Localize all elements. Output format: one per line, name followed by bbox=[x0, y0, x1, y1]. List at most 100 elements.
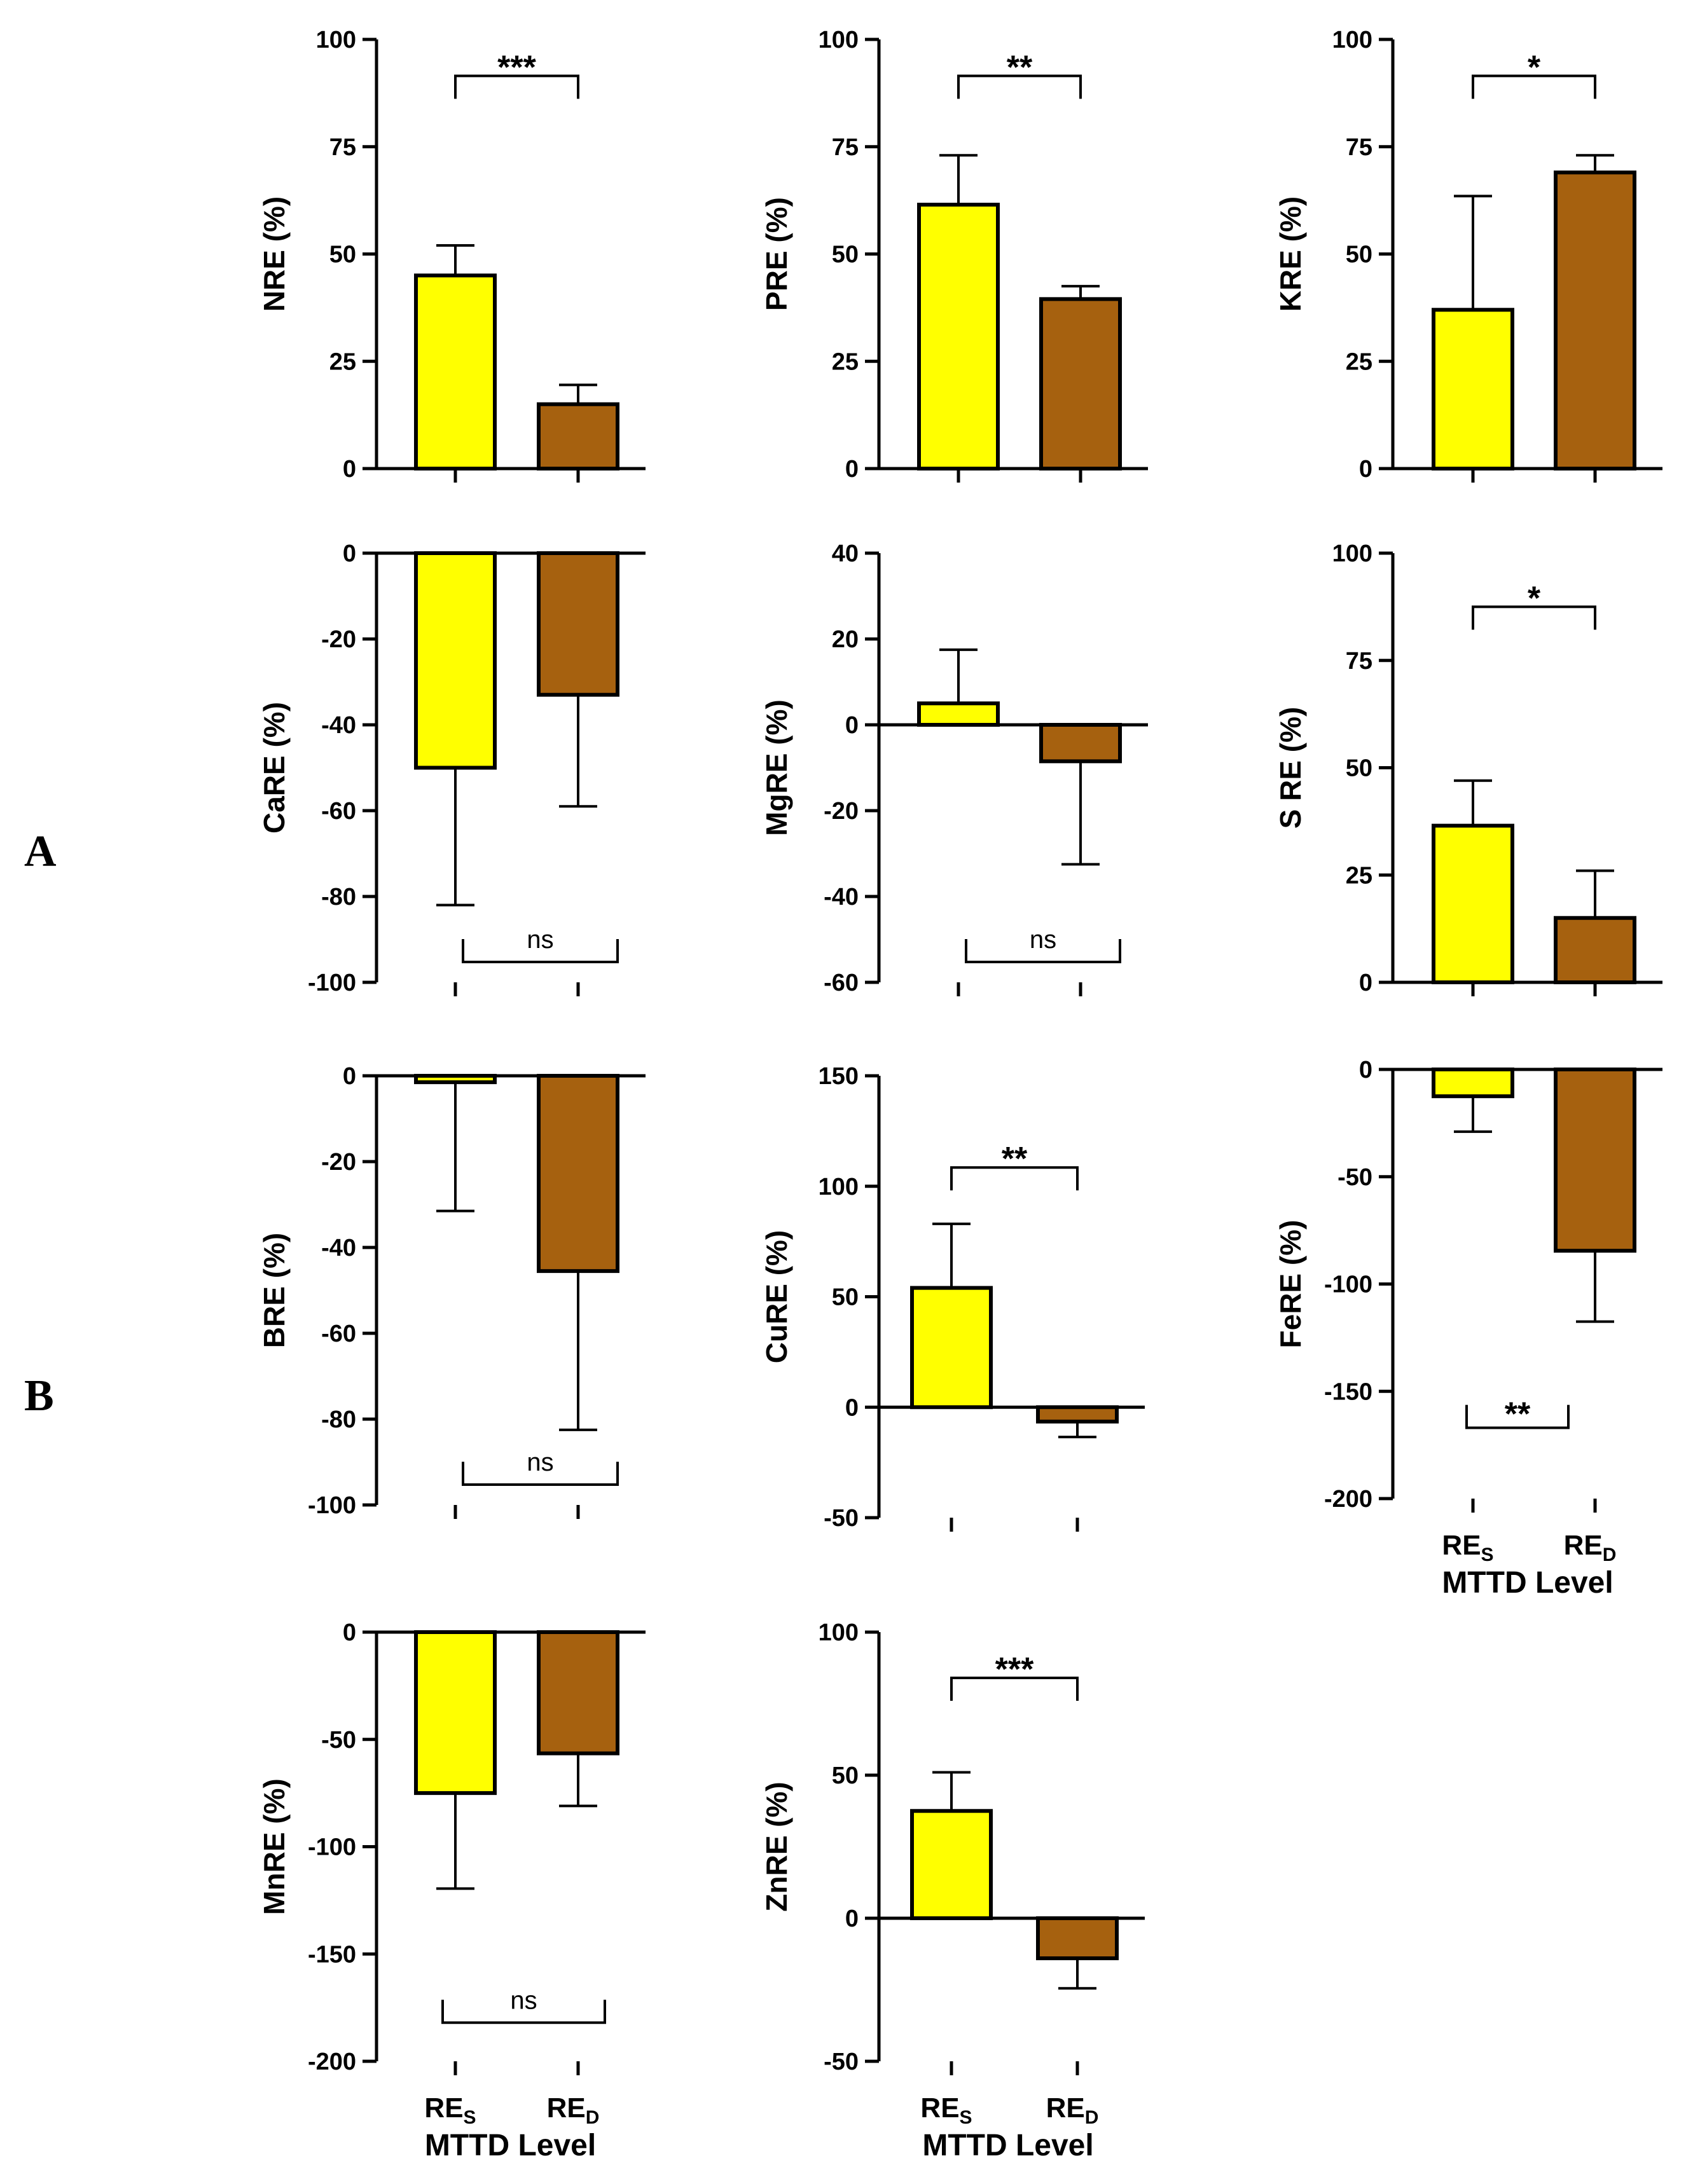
y-axis-label: MgRE (%) bbox=[760, 699, 793, 836]
y-tick-label: -150 bbox=[308, 1941, 356, 1968]
y-axis-label: S RE (%) bbox=[1274, 707, 1307, 829]
y-tick-label: -80 bbox=[321, 1406, 356, 1433]
bar-red bbox=[537, 1630, 619, 1755]
y-tick-label: -60 bbox=[824, 970, 859, 996]
y-tick-label: -80 bbox=[321, 884, 356, 910]
significance-bracket: * bbox=[1472, 580, 1596, 630]
bar-red bbox=[1554, 1068, 1636, 1253]
y-tick-label: -60 bbox=[321, 1321, 356, 1347]
y-tick-label: 100 bbox=[819, 1174, 859, 1200]
y-tick-label: 0 bbox=[845, 1906, 859, 1932]
significance-bracket: *** bbox=[950, 1651, 1079, 1701]
y-tick-label: 75 bbox=[329, 134, 356, 161]
y-tick-label: -200 bbox=[308, 2049, 356, 2075]
y-tick-label: 100 bbox=[1332, 540, 1372, 567]
y-tick-label: 0 bbox=[1359, 456, 1372, 483]
chart-panel-s: 0 25 50 75 100 S RE (%) * bbox=[1274, 540, 1662, 996]
y-tick-label: -50 bbox=[321, 1727, 356, 1754]
bar-red bbox=[1036, 1405, 1119, 1424]
chart-panel-pre: 0 25 50 75 100 PRE (%) ** bbox=[760, 27, 1148, 483]
y-tick-label: -40 bbox=[321, 1235, 356, 1261]
y-tick-label: 0 bbox=[1359, 1057, 1372, 1083]
bar-res bbox=[1432, 823, 1514, 984]
y-tick-label: -20 bbox=[824, 798, 859, 825]
y-tick-label: 50 bbox=[1346, 755, 1372, 782]
bar-red bbox=[537, 402, 619, 470]
y-tick-label: 25 bbox=[1346, 348, 1372, 375]
chart-panel-mgre: -60 -40 -20 0 20 40 MgRE (%) ns bbox=[760, 540, 1148, 996]
y-tick-label: 0 bbox=[1359, 970, 1372, 996]
bar-res bbox=[917, 701, 1000, 727]
significance-label: ** bbox=[1007, 49, 1033, 86]
significance-bracket: ns bbox=[462, 926, 619, 963]
chart-panel-cure: -50 0 50 100 150 CuRE (%) ** bbox=[760, 1063, 1145, 1532]
bracket-line bbox=[441, 2000, 606, 2024]
y-tick-label: 50 bbox=[1346, 242, 1372, 268]
bracket-line bbox=[950, 1166, 1079, 1191]
y-axis-label: PRE (%) bbox=[760, 197, 793, 311]
bar-res bbox=[414, 551, 497, 770]
bar-res bbox=[1432, 308, 1514, 470]
y-axis-label: CaRE (%) bbox=[258, 702, 291, 834]
y-tick-label: 50 bbox=[832, 1284, 859, 1311]
y-tick-label: 100 bbox=[1332, 27, 1372, 53]
significance-bracket: *** bbox=[454, 49, 579, 99]
chart-panel-care: -100 -80 -60 -40 -20 0 CaRE (%) ns bbox=[258, 540, 646, 996]
y-tick-label: -20 bbox=[321, 626, 356, 653]
y-axis-label: KRE (%) bbox=[1274, 196, 1307, 312]
bar-red bbox=[537, 551, 619, 697]
x-tick-label: RED bbox=[1564, 1530, 1617, 1565]
y-tick-label: -100 bbox=[1324, 1272, 1372, 1298]
significance-bracket: * bbox=[1472, 49, 1596, 99]
x-tick-label: RED bbox=[1046, 2092, 1099, 2128]
y-tick-label: -50 bbox=[824, 2049, 859, 2075]
bar-res bbox=[1432, 1068, 1514, 1099]
bar-res bbox=[414, 1074, 497, 1085]
bracket-line bbox=[1472, 605, 1596, 630]
bar-res bbox=[910, 1286, 993, 1410]
y-tick-label: -60 bbox=[321, 798, 356, 825]
y-axis-label: NRE (%) bbox=[258, 196, 291, 312]
y-tick-label: 75 bbox=[1346, 134, 1372, 161]
x-tick-label: RED bbox=[547, 2092, 600, 2128]
y-axis-label: BRE (%) bbox=[258, 1233, 291, 1348]
y-tick-label: -150 bbox=[1324, 1378, 1372, 1405]
y-tick-label: 0 bbox=[343, 1619, 356, 1646]
bar-red bbox=[537, 1074, 619, 1274]
significance-label: ns bbox=[527, 1448, 553, 1476]
bar-red bbox=[1554, 170, 1636, 470]
bar-red bbox=[1036, 1916, 1119, 1960]
y-tick-label: 25 bbox=[1346, 862, 1372, 889]
bracket-line bbox=[965, 939, 1121, 963]
y-axis-label: ZnRE (%) bbox=[760, 1782, 793, 1911]
x-axis-title: MTTD Level bbox=[922, 2129, 1093, 2162]
y-tick-label: -50 bbox=[824, 1505, 859, 1532]
y-tick-label: 50 bbox=[832, 242, 859, 268]
y-tick-label: -100 bbox=[308, 970, 356, 996]
significance-label: *** bbox=[995, 1651, 1034, 1688]
y-tick-label: 100 bbox=[819, 27, 859, 53]
bar-red bbox=[1554, 916, 1636, 984]
y-tick-label: 20 bbox=[832, 626, 859, 653]
y-tick-label: -100 bbox=[308, 1834, 356, 1861]
y-tick-label: -100 bbox=[308, 1492, 356, 1519]
y-tick-label: 50 bbox=[832, 1762, 859, 1789]
y-tick-label: 25 bbox=[329, 348, 356, 375]
y-tick-label: -200 bbox=[1324, 1486, 1372, 1513]
y-tick-label: 100 bbox=[316, 27, 356, 53]
significance-bracket: ** bbox=[950, 1141, 1079, 1191]
significance-bracket: ns bbox=[441, 1986, 606, 2024]
y-tick-label: -50 bbox=[1337, 1164, 1372, 1191]
y-tick-label: 0 bbox=[845, 456, 859, 483]
significance-label: ** bbox=[1002, 1141, 1028, 1178]
y-tick-label: -20 bbox=[321, 1149, 356, 1176]
y-tick-label: 0 bbox=[343, 1063, 356, 1090]
y-tick-label: 0 bbox=[343, 456, 356, 483]
bar-res bbox=[910, 1809, 993, 1920]
y-tick-label: 150 bbox=[819, 1063, 859, 1090]
bracket-line bbox=[957, 74, 1082, 99]
bracket-line bbox=[950, 1677, 1079, 1701]
